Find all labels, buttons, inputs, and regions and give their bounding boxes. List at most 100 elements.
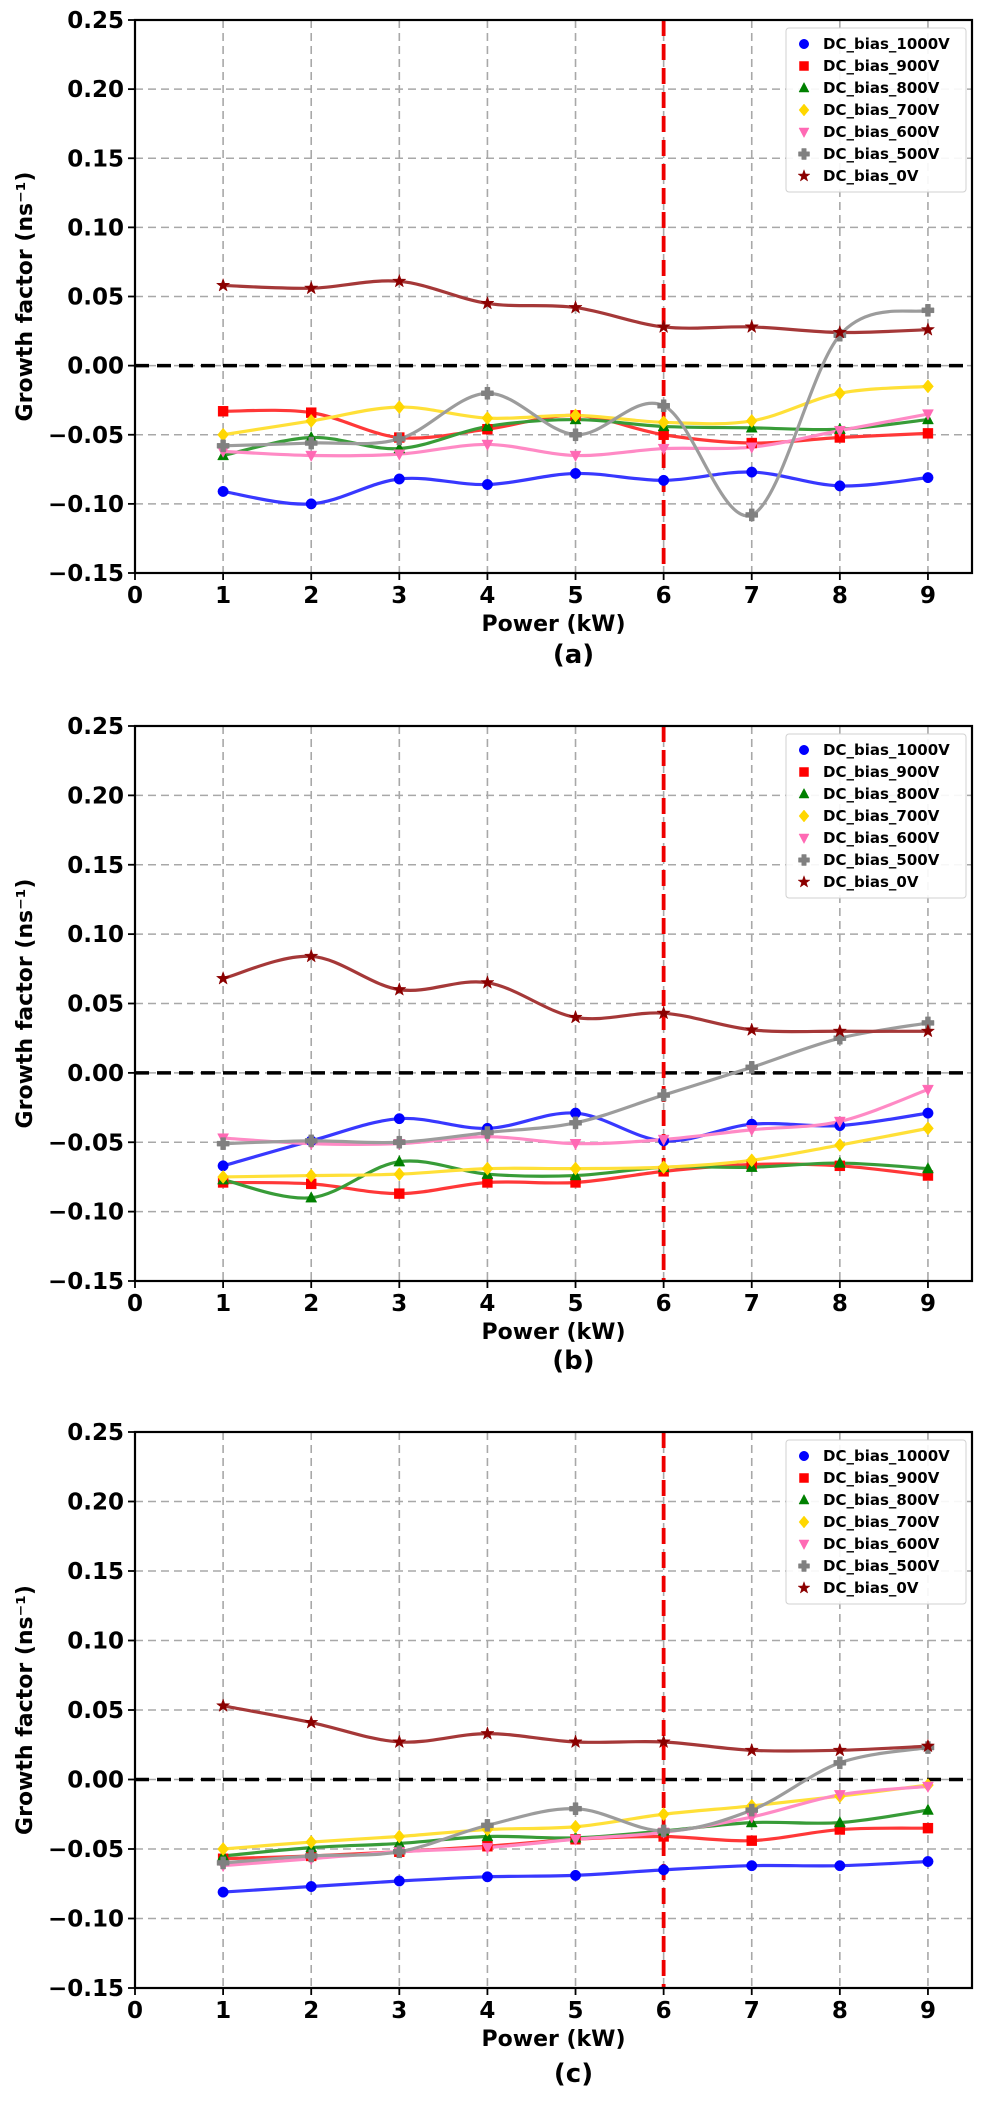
data-point: [481, 439, 494, 452]
data-point: [216, 439, 230, 453]
data-point: [657, 443, 670, 456]
data-point: [656, 319, 671, 334]
legend-marker: [799, 61, 809, 71]
y-tick-label: −0.05: [48, 423, 124, 449]
data-point: [215, 1698, 231, 1713]
legend-label: DC_bias_500V: [823, 145, 940, 163]
x-tick-label: 8: [832, 1998, 848, 2024]
legend-marker: [798, 1493, 810, 1505]
data-point: [745, 508, 759, 522]
data-point: [832, 1742, 848, 1757]
data-point: [746, 1835, 757, 1846]
data-point: [834, 386, 846, 401]
x-tick-label: 7: [744, 583, 760, 609]
data-point: [393, 449, 406, 461]
data-point: [922, 1107, 934, 1119]
legend-marker: [798, 854, 810, 866]
y-axis-label: Growth factor (ns⁻¹): [13, 879, 38, 1129]
legend: DC_bias_1000V DC_bias_900V DC_bias_800V DC_…: [785, 733, 967, 899]
data-point: [392, 981, 407, 996]
data-point: [922, 428, 934, 439]
x-tick-label: 3: [391, 583, 407, 609]
y-tick-label: −0.05: [48, 1837, 124, 1863]
data-point: [392, 273, 407, 288]
x-tick-label: 5: [568, 1998, 584, 2024]
data-point: [658, 474, 670, 486]
legend-label: DC_bias_900V: [823, 763, 940, 781]
data-point: [745, 1061, 759, 1074]
x-tick-label: 9: [920, 583, 936, 609]
x-tick-label: 1: [215, 583, 231, 609]
data-point: [922, 1084, 934, 1097]
data-point: [216, 1856, 230, 1870]
y-tick-label: 0.00: [67, 1061, 124, 1087]
legend-box: [785, 1439, 967, 1605]
data-point: [303, 1714, 319, 1729]
legend-label: DC_bias_900V: [823, 1469, 940, 1487]
legend-marker: [798, 787, 810, 799]
data-point: [920, 322, 936, 336]
chart-panel: 0 1 2 3 4 5 6 7 8 9 0.25 0.20 0.15 0.10 0.05 0.00 −0.05 −…: [13, 714, 974, 1376]
data-point: [569, 450, 582, 463]
x-tick-label: 8: [832, 583, 848, 609]
data-point: [481, 419, 494, 432]
y-tick-label: 0.10: [67, 1629, 124, 1655]
x-tick-label: 9: [920, 1291, 936, 1317]
y-tick-label: 0.20: [67, 77, 124, 103]
legend-box: [785, 27, 967, 193]
data-point: [393, 1113, 405, 1125]
data-point: [217, 427, 229, 442]
y-tick-label: −0.10: [48, 492, 124, 518]
x-tick-label: 1: [215, 1998, 231, 2024]
x-axis-label: Power (kW): [482, 612, 626, 637]
legend-marker: [798, 148, 810, 160]
data-point: [569, 1116, 582, 1130]
x-tick-label: 0: [127, 1291, 143, 1317]
chart-panel: 0 1 2 3 4 5 6 7 8 9 0.25 0.20 0.15 0.10 0.05 0.00 −0.05 −…: [13, 1420, 974, 2089]
y-tick-label: 0.05: [67, 285, 124, 311]
data-point: [744, 1022, 760, 1037]
data-point: [657, 1807, 670, 1822]
data-point: [393, 1155, 406, 1167]
y-tick-label: 0.15: [67, 146, 124, 172]
x-tick-label: 6: [656, 1998, 672, 2024]
data-point: [832, 1023, 848, 1038]
y-tick-label: −0.15: [48, 561, 124, 587]
legend-marker: [799, 1451, 809, 1461]
panel-caption: (c): [554, 2059, 593, 2089]
y-tick-label: −0.10: [48, 1200, 124, 1226]
data-point: [304, 436, 318, 450]
data-point: [922, 1856, 934, 1867]
data-point: [833, 1790, 846, 1802]
data-point: [922, 472, 934, 484]
x-axis-label: Power (kW): [482, 2027, 626, 2052]
data-point: [922, 409, 934, 421]
data-point: [393, 1135, 406, 1149]
legend-marker: [798, 81, 810, 93]
data-point: [746, 466, 758, 478]
data-point: [833, 425, 846, 438]
data-point: [745, 1125, 758, 1137]
data-point: [569, 408, 582, 423]
data-point: [657, 1824, 670, 1838]
panel-caption: (b): [552, 1346, 594, 1376]
legend-marker: [797, 1580, 811, 1594]
data-point: [481, 1161, 494, 1176]
y-tick-label: 0.00: [67, 354, 124, 380]
legend-marker: [799, 1473, 809, 1483]
data-point: [568, 1734, 583, 1749]
x-tick-label: 0: [127, 1998, 143, 2024]
data-point: [922, 1822, 934, 1834]
x-tick-label: 7: [744, 1291, 760, 1317]
data-point: [745, 442, 758, 454]
y-tick-label: 0.25: [67, 714, 124, 740]
data-point: [217, 485, 229, 497]
data-point: [480, 295, 495, 310]
data-point: [745, 1803, 759, 1817]
y-tick-label: −0.05: [48, 1130, 124, 1156]
chart-panel: 0 1 2 3 4 5 6 7 8 9 0.25 0.20 0.15 0.10 0.05 0.00 −0.05 −…: [13, 8, 974, 670]
data-point: [922, 1803, 934, 1815]
y-tick-label: 0.00: [67, 1768, 124, 1794]
legend-label: DC_bias_800V: [823, 79, 940, 97]
y-tick-label: 0.05: [67, 1698, 124, 1724]
